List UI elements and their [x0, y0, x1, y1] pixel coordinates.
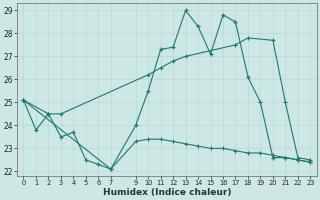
X-axis label: Humidex (Indice chaleur): Humidex (Indice chaleur) [103, 188, 231, 197]
